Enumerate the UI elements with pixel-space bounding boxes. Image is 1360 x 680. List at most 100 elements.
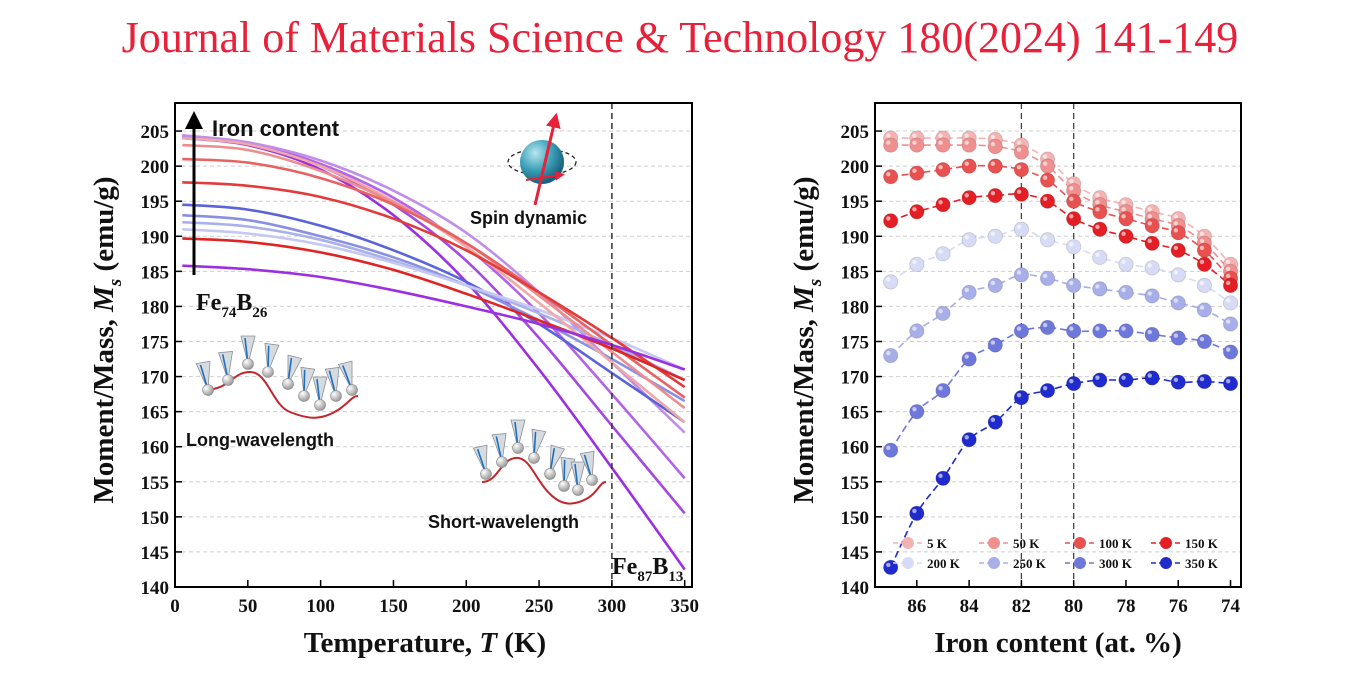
right-data-point-highlight bbox=[1173, 228, 1179, 233]
right-data-point-highlight bbox=[964, 435, 969, 440]
right-data-point-highlight bbox=[1095, 375, 1100, 380]
right-data-point-highlight bbox=[1121, 326, 1126, 331]
left-y-tick-label: 145 bbox=[141, 543, 170, 564]
right-data-point-highlight bbox=[1121, 259, 1126, 265]
right-data-point-highlight bbox=[964, 287, 969, 293]
left-x-axis-title: Temperature, T (K) bbox=[304, 627, 546, 659]
right-y-tick-label: 140 bbox=[841, 578, 870, 599]
temperature-chart: 0 50 100 150 200 250 300 350 140 145 150 155 160 165… bbox=[88, 102, 699, 659]
spin-dynamic-label: Spin dynamic bbox=[470, 208, 587, 228]
right-plot-frame bbox=[874, 102, 1242, 588]
spin-cone-shape bbox=[312, 376, 328, 406]
right-data-point-highlight bbox=[964, 193, 969, 198]
right-data-point bbox=[883, 442, 899, 458]
right-data-point-highlight bbox=[1069, 186, 1074, 191]
left-y-tick-label: 150 bbox=[141, 508, 170, 529]
right-data-point bbox=[987, 138, 1003, 155]
spin-atom bbox=[262, 366, 274, 378]
right-data-point-highlight bbox=[1042, 235, 1048, 240]
left-y-axis-title: Moment/Mass, Ms (emu/g) bbox=[88, 176, 128, 503]
right-data-point-highlight bbox=[1069, 378, 1074, 384]
right-data-point bbox=[909, 256, 925, 272]
spin-atom bbox=[496, 456, 508, 468]
right-data-point-highlight bbox=[1042, 385, 1048, 391]
right-data-point bbox=[1013, 267, 1030, 283]
right-data-point-highlight bbox=[1147, 238, 1152, 244]
right-data-point bbox=[1013, 323, 1030, 339]
right-y-tick-label: 190 bbox=[841, 227, 870, 248]
right-data-point-highlight bbox=[990, 280, 996, 286]
right-data-point-highlight bbox=[1016, 140, 1022, 145]
right-data-point bbox=[961, 137, 977, 153]
left-y-tick-label: 175 bbox=[141, 332, 170, 353]
right-data-point-highlight bbox=[1042, 322, 1048, 328]
left-series-line bbox=[182, 134, 686, 434]
right-data-point-highlight bbox=[1016, 326, 1022, 331]
right-data-point-highlight bbox=[1147, 263, 1152, 268]
right-data-point-highlight bbox=[938, 308, 943, 314]
right-data-point bbox=[1118, 372, 1134, 388]
spin-atom bbox=[512, 442, 524, 454]
right-data-point bbox=[961, 284, 977, 300]
spin-cone bbox=[544, 444, 566, 480]
right-data-point-highlight bbox=[1225, 378, 1231, 384]
right-data-point bbox=[935, 382, 951, 399]
right-data-point-highlight bbox=[886, 562, 891, 568]
right-data-point bbox=[909, 204, 925, 220]
right-data-point-highlight bbox=[886, 133, 891, 138]
right-y-tick-label: 155 bbox=[841, 473, 870, 494]
right-data-point-highlight bbox=[990, 190, 996, 196]
spin-cone bbox=[570, 461, 586, 496]
right-data-point bbox=[1066, 193, 1082, 209]
right-data-point bbox=[961, 432, 977, 448]
right-data-point-highlight bbox=[1225, 347, 1231, 352]
right-data-point-highlight bbox=[1173, 270, 1179, 275]
right-data-point-highlight bbox=[1225, 280, 1231, 286]
legend-marker bbox=[902, 537, 914, 549]
right-data-point bbox=[1118, 228, 1134, 244]
right-data-point bbox=[1066, 277, 1082, 293]
right-y-tick-label: 185 bbox=[841, 262, 870, 283]
spin-dynamic-icon bbox=[507, 112, 577, 206]
right-data-point-highlight bbox=[964, 354, 969, 359]
right-data-point-highlight bbox=[912, 407, 917, 412]
spin-cone bbox=[218, 351, 234, 386]
right-data-point bbox=[1013, 144, 1030, 160]
right-data-point bbox=[1196, 277, 1213, 293]
right-data-point-highlight bbox=[1042, 161, 1048, 166]
spin-atom bbox=[242, 358, 254, 370]
spin-atom bbox=[202, 384, 214, 396]
left-y-tick-label: 155 bbox=[141, 473, 170, 494]
spin-cone bbox=[491, 432, 508, 468]
right-data-point bbox=[987, 277, 1003, 293]
right-data-point-highlight bbox=[1199, 245, 1205, 251]
right-data-point-highlight bbox=[886, 216, 891, 221]
right-data-point bbox=[935, 246, 951, 262]
left-series-lines bbox=[182, 134, 686, 571]
right-data-point-highlight bbox=[1225, 259, 1231, 265]
right-data-point bbox=[883, 274, 899, 290]
right-data-point bbox=[883, 137, 899, 153]
spin-cone-shape bbox=[510, 419, 526, 449]
right-data-point-highlight bbox=[990, 134, 996, 140]
right-data-point bbox=[1222, 277, 1239, 293]
right-data-point-highlight bbox=[1069, 242, 1074, 247]
right-data-point bbox=[1170, 267, 1186, 283]
right-data-point bbox=[1144, 260, 1160, 276]
right-data-point bbox=[883, 169, 899, 185]
right-x-tick-label: 80 bbox=[1064, 596, 1083, 617]
right-data-point bbox=[1170, 225, 1186, 241]
right-data-point-highlight bbox=[1016, 270, 1022, 275]
right-data-point bbox=[1118, 323, 1134, 339]
right-data-point-highlight bbox=[1147, 207, 1152, 212]
spin-atom bbox=[528, 452, 540, 464]
right-data-point-highlight bbox=[1121, 287, 1126, 293]
legend-marker bbox=[1074, 557, 1086, 569]
right-x-tick-label: 78 bbox=[1116, 596, 1135, 617]
right-legend: 5 K 50 K 100 K 150 K 200 K 250 K 300 K 350 K bbox=[893, 536, 1219, 571]
right-data-point-highlight bbox=[938, 133, 943, 138]
right-data-point bbox=[935, 197, 951, 213]
spin-atom bbox=[480, 468, 492, 480]
short-wavelength-label: Short-wavelength bbox=[428, 512, 579, 532]
spin-cone bbox=[558, 456, 576, 492]
